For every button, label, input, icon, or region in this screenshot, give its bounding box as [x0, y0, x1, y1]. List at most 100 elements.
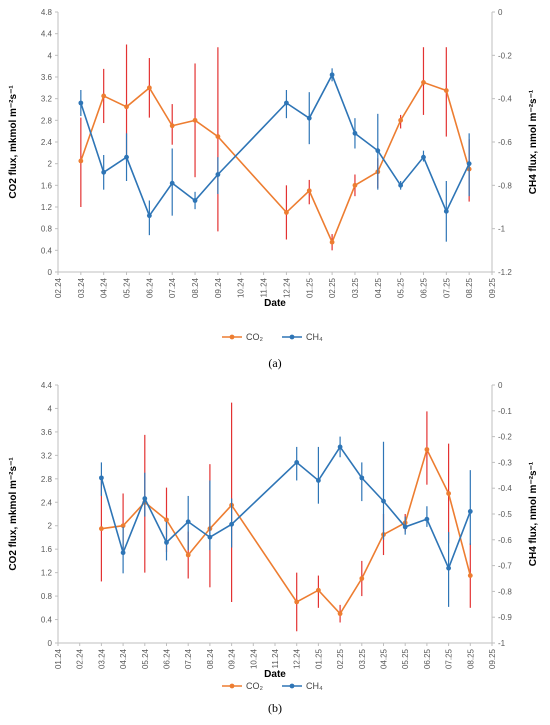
data-point: [375, 148, 381, 154]
data-point: [192, 198, 198, 203]
series-line: [80, 72, 470, 218]
data-point: [120, 523, 126, 529]
right-tick-label: -0.6: [498, 536, 512, 545]
x-tick-label: 12.24: [282, 277, 291, 298]
x-tick-label: 09.25: [488, 648, 497, 669]
data-point: [207, 534, 213, 540]
legend-marker: [229, 334, 235, 340]
data-point: [424, 516, 430, 522]
x-tick-label: 04.25: [374, 277, 383, 298]
data-point: [120, 550, 126, 556]
right-tick-label: -0.3: [498, 458, 512, 467]
left-tick-label: 2: [48, 160, 53, 169]
left-tick-label: 1.6: [41, 545, 53, 554]
left-tick-label: 4.8: [41, 8, 53, 17]
data-point: [316, 478, 321, 483]
legend-marker: [289, 683, 295, 689]
right-tick-label: -0.9: [498, 613, 512, 622]
data-point: [446, 565, 451, 571]
x-tick-label: 01.25: [314, 648, 323, 669]
data-point: [421, 154, 426, 160]
left-tick-label: 4.4: [41, 381, 53, 390]
series-co2: [99, 402, 473, 632]
data-point: [306, 115, 312, 121]
x-tick-label: 03.24: [97, 648, 106, 669]
x-tick-label: 02.25: [336, 648, 345, 669]
data-point: [99, 526, 104, 532]
right-axis-title: CH4 flux, nmol m⁻²s⁻¹: [528, 89, 539, 194]
left-tick-label: 2.4: [41, 138, 53, 147]
data-point: [284, 100, 289, 106]
left-tick-label: 3.2: [41, 95, 53, 104]
x-tick-label: 11.24: [271, 648, 280, 668]
x-tick-label: 06.25: [419, 277, 428, 298]
x-tick-label: 03.25: [351, 277, 360, 298]
data-point: [192, 117, 198, 123]
left-tick-label: 0.4: [41, 616, 53, 625]
x-tick-label: 05.24: [141, 648, 150, 669]
data-point: [467, 573, 473, 578]
data-point: [424, 447, 430, 452]
x-tick-label: 12.24: [293, 648, 302, 669]
x-tick-label: 06.25: [423, 648, 432, 669]
data-point: [101, 93, 107, 99]
left-tick-label: 4: [48, 51, 53, 60]
x-tick-label: 07.24: [168, 277, 177, 298]
x-tick-label: 08.25: [466, 648, 475, 669]
data-point: [359, 475, 365, 481]
data-point: [359, 576, 365, 581]
legend-label: CO₂: [246, 332, 264, 342]
x-tick-label: 07.25: [442, 277, 451, 298]
left-tick-label: 3.2: [41, 451, 53, 460]
x-tick-label: 10.24: [237, 277, 246, 298]
data-point: [78, 100, 84, 106]
right-tick-label: -1.2: [498, 268, 512, 277]
x-tick-label: 05.25: [397, 277, 406, 298]
left-tick-label: 0: [48, 639, 53, 648]
x-tick-label: 11.24: [260, 277, 269, 297]
x-tick-label: 05.25: [401, 648, 410, 669]
left-tick-label: 0.4: [41, 246, 53, 255]
legend: CO₂ CH₄: [222, 681, 323, 691]
data-point: [185, 519, 191, 525]
data-point: [443, 208, 449, 214]
right-tick-label: -0.8: [498, 587, 512, 596]
x-tick-label: 03.25: [358, 648, 367, 669]
x-tick-label: 04.24: [100, 277, 109, 298]
right-tick-label: -1: [498, 225, 506, 234]
left-tick-label: 3.6: [41, 428, 53, 437]
x-tick-label: 01.25: [305, 277, 314, 298]
data-point: [466, 161, 472, 167]
legend-label: CH₄: [306, 332, 323, 342]
left-tick-label: 1.2: [41, 569, 53, 578]
x-tick-label: 02.24: [54, 277, 63, 298]
right-tick-label: -0.5: [498, 510, 512, 519]
x-axis-title: Date: [264, 669, 286, 680]
right-tick-label: 0: [498, 8, 503, 17]
right-tick-label: -0.2: [498, 51, 512, 60]
left-tick-label: 0.8: [41, 225, 53, 234]
data-point: [381, 498, 386, 504]
x-axis-title: Date: [264, 298, 286, 309]
left-tick-label: 2: [48, 522, 53, 531]
data-point: [146, 85, 152, 91]
left-axis-title: CO2 flux, mkmol m⁻²s⁻¹: [8, 457, 19, 571]
data-point: [146, 213, 152, 219]
x-tick-label: 03.24: [77, 277, 86, 298]
right-tick-label: -0.4: [498, 95, 512, 104]
legend: CO₂ CH₄: [222, 332, 323, 342]
right-tick-label: 0: [498, 381, 503, 390]
data-point: [124, 104, 129, 110]
left-tick-label: 1.6: [41, 181, 53, 190]
data-point: [215, 172, 221, 177]
x-tick-label: 07.24: [184, 648, 193, 669]
series-line: [80, 81, 470, 245]
right-tick-label: -1: [498, 639, 506, 648]
data-point: [316, 587, 321, 593]
panel-label: (b): [268, 701, 282, 715]
x-tick-label: 06.24: [145, 277, 154, 298]
chart-panel-1: 0 0.4 0.8 1.2 1.6 2 2.4 2.8 3.2 3.6 4 4.4 4.8 0 -0.2 -0…: [8, 8, 539, 370]
data-point: [329, 72, 335, 78]
data-point: [443, 88, 449, 93]
